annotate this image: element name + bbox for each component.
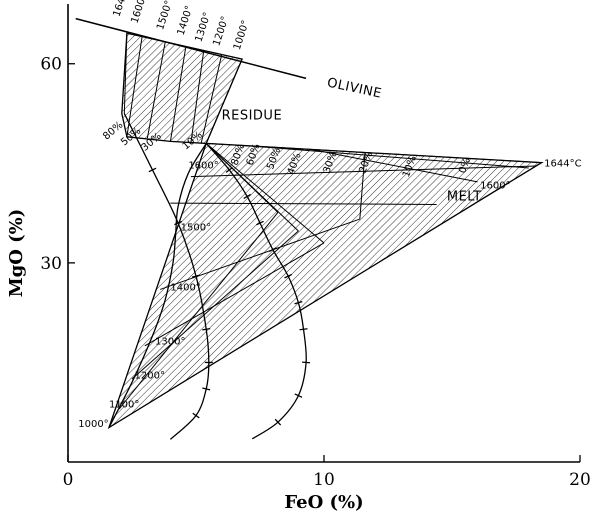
melt-fan-line xyxy=(118,212,279,410)
evolution-path-tick xyxy=(294,300,303,305)
residue-isotherm-label: 1500° xyxy=(155,0,175,31)
residue-isotherm-label: 1300° xyxy=(194,11,214,43)
residue-isotherm xyxy=(200,54,223,144)
residue-isotherm xyxy=(146,41,166,139)
melt-temperature-label: 1100° xyxy=(109,400,139,411)
melt-fan-line xyxy=(205,143,325,244)
evolution-path-tick xyxy=(174,220,183,226)
melt-fan-line xyxy=(359,152,366,220)
melt-fan-line xyxy=(205,143,279,213)
melt-temperature-label: 1600° xyxy=(480,181,510,192)
melt-temperature-label: 1200° xyxy=(135,370,165,381)
residue-isotherm-label: 1000° xyxy=(232,19,252,51)
melt-temperature-label: 1600° xyxy=(188,161,218,172)
residue-isotherm xyxy=(190,51,205,143)
melt-fan-line xyxy=(170,202,437,205)
x-tick-label: 0 xyxy=(63,470,74,490)
residue-isotherm xyxy=(123,33,128,114)
phase-fields xyxy=(107,32,544,429)
residue-isotherm-label: 1400° xyxy=(176,4,196,36)
melt-temperature-label: 1000° xyxy=(78,419,108,430)
melt-fan-line xyxy=(159,218,361,290)
y-tick-label: 60 xyxy=(40,55,62,75)
residue-isotherm xyxy=(205,58,243,144)
melt-temperature-label: 1644°C xyxy=(544,159,581,170)
evolution-path-tick xyxy=(192,412,200,419)
melt-temperature-label: 1300° xyxy=(155,337,185,348)
melt-temperature-label: 1400° xyxy=(170,283,200,294)
x-axis-label: FeO (%) xyxy=(284,492,363,513)
liquidus-curve xyxy=(108,143,207,428)
axes: 0 10 20 30 60 FeO (%) MgO (%) xyxy=(6,4,591,513)
olivine-label: OLIVINE xyxy=(326,76,383,102)
evolution-path-tick xyxy=(274,418,282,426)
evolution-path-tick xyxy=(256,220,264,226)
x-tick-label: 10 xyxy=(313,470,335,490)
evolution-path-tick xyxy=(284,273,293,279)
evolution-path-tick xyxy=(294,393,303,398)
y-tick-label: 30 xyxy=(40,254,62,274)
diagram-lines xyxy=(75,17,542,440)
y-axis-label: MgO (%) xyxy=(6,209,27,298)
residue-isotherm-label: 1644°C xyxy=(112,0,134,18)
evolution-path-tick xyxy=(202,387,211,391)
melt-fan-line xyxy=(131,230,299,380)
olivine-line xyxy=(75,17,307,80)
evolution-path-tick xyxy=(243,193,251,200)
evolution-path xyxy=(205,142,307,440)
residue-isotherm-label: 1600° xyxy=(130,0,150,25)
residue-isotherm-label: 1200° xyxy=(211,15,231,47)
residue-isotherm xyxy=(169,47,187,142)
melt-fan-line xyxy=(144,242,325,347)
residue-isotherm xyxy=(126,35,143,137)
evolution-path-tick xyxy=(299,328,308,331)
evolution-path-tick xyxy=(148,167,157,173)
melt-fan-line xyxy=(311,148,478,183)
residue-label: RESIDUE xyxy=(222,108,283,123)
melt-fraction-label: 0% xyxy=(457,156,473,175)
melt-temperature-label: 1500° xyxy=(181,222,211,233)
evolution-path-tick xyxy=(202,328,211,331)
evolution-path-tick xyxy=(302,361,311,364)
evolution-path-tick xyxy=(268,247,277,253)
melt-fan-line xyxy=(190,165,537,178)
x-tick-label: 20 xyxy=(569,470,591,490)
evolution-path-tick xyxy=(225,166,233,173)
melt-fan-line xyxy=(259,146,529,169)
evolution-path-tick xyxy=(191,274,201,278)
melt-label: MELT xyxy=(447,189,482,204)
